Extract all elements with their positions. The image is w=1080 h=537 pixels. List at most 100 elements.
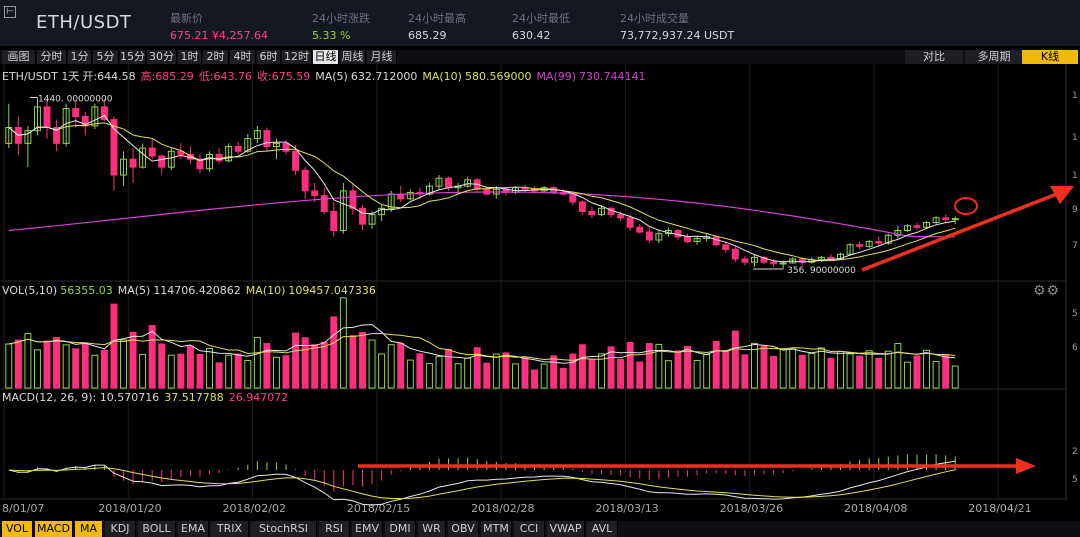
volume-bar <box>789 348 797 389</box>
timeframe-7[interactable]: 2时 <box>203 50 229 64</box>
indicator-tab-boll[interactable]: BOLL <box>138 521 176 537</box>
indicator-tab-stochrsi[interactable]: StochRSI <box>251 521 317 537</box>
indicator-tab-avl[interactable]: AVL <box>587 521 618 537</box>
candle-body <box>320 195 328 212</box>
legend-ma5-label: MA(5) <box>315 70 348 83</box>
macd-legend-dea: 26.947072 <box>228 391 289 404</box>
indicator-tab-kdj[interactable]: KDJ <box>105 521 136 537</box>
indicator-tab-macd[interactable]: MACD <box>35 521 73 537</box>
macd-dif-line <box>8 460 956 506</box>
candle-body <box>722 244 730 250</box>
candle-body <box>856 244 864 247</box>
timeframe-2[interactable]: 1分 <box>68 50 92 64</box>
indicator-tab-trix[interactable]: TRIX <box>211 521 249 537</box>
timeframe-0[interactable]: 画图 <box>2 50 36 64</box>
x-tick-label: 2018/02/02 <box>223 502 286 515</box>
timeframe-9[interactable]: 6时 <box>257 50 281 64</box>
candle-body <box>349 190 357 209</box>
timeframe-12[interactable]: 周线 <box>340 50 366 64</box>
timeframe-5[interactable]: 30分 <box>147 50 177 64</box>
annotation-arrow-up-head <box>1050 186 1074 204</box>
indicator-tab-ema[interactable]: EMA <box>178 521 209 537</box>
chart-canvas[interactable]: 8/01/07 2018/01/20 2018/02/02 2018/02/15 201… <box>0 0 1080 521</box>
annotation-arrow-right-head <box>1016 458 1036 474</box>
indicator-tab-rsi[interactable]: RSI <box>319 521 350 537</box>
volume-bar <box>234 353 242 389</box>
chart-mode-button-2[interactable]: K线 <box>1022 50 1078 64</box>
right-axis-tick: 1 <box>1072 133 1078 143</box>
volume-bar <box>53 337 61 389</box>
volume-bar <box>72 348 80 389</box>
vol-legend-ma10: 109457.047336 <box>288 284 376 297</box>
indicator-tab-ma[interactable]: MA <box>75 521 103 537</box>
settings-gear-icon[interactable]: ⚙⚙ <box>1033 283 1061 299</box>
volume-bar <box>798 354 806 389</box>
high-marker-label: 1440. 00000000 <box>38 94 113 104</box>
chart-mode-button-1[interactable]: 多周期 <box>965 50 1023 64</box>
candle-body <box>100 106 108 121</box>
vol-legend-value: 56355.03 <box>60 284 113 297</box>
timeframe-4[interactable]: 15分 <box>120 50 146 64</box>
candle-body <box>339 190 347 231</box>
volume-bar <box>779 349 787 389</box>
legend-close-label: 收: <box>257 70 272 83</box>
indicator-tab-obv[interactable]: OBV <box>448 521 479 537</box>
candle-body <box>445 177 453 189</box>
indicator-tab-vol[interactable]: VOL <box>2 521 33 537</box>
timeframe-11[interactable]: 日线 <box>313 50 339 64</box>
candle-body <box>923 222 931 228</box>
candle-body <box>636 226 644 233</box>
timeframe-toolbar: 画图 分时 1分 5分 15分 30分 1时 2时 4时 6时 12时 日线 周线 月线 对比 多周期 K线 <box>0 50 1080 64</box>
indicator-tab-cci[interactable]: CCI <box>514 521 545 537</box>
volume-bar <box>225 354 233 389</box>
volume-bar <box>540 363 548 389</box>
timeframe-13[interactable]: 月线 <box>367 50 397 64</box>
candle-body <box>674 229 682 238</box>
candle-body <box>827 256 835 260</box>
volume-bar <box>617 358 625 389</box>
volume-bar <box>750 342 758 389</box>
candle-body <box>741 258 749 263</box>
candle-body <box>120 158 127 176</box>
indicator-tab-mtm[interactable]: MTM <box>481 521 512 537</box>
chart-mode-button-0[interactable]: 对比 <box>905 50 963 64</box>
volume-bar <box>731 330 739 389</box>
indicator-tab-vwap[interactable]: VWAP <box>547 521 585 537</box>
candle-body <box>875 241 883 244</box>
volume-bar <box>110 303 118 389</box>
volume-bar <box>817 347 825 389</box>
volume-bar <box>416 353 424 389</box>
volume-bar <box>492 353 500 389</box>
volume-bar <box>81 343 89 389</box>
vol-legend-ma10-label: MA(10) <box>245 284 286 297</box>
indicator-tabs: VOL MACD MA KDJ BOLL EMA TRIX StochRSI RSI EMV DMI… <box>0 521 1080 537</box>
indicator-tab-emv[interactable]: EMV <box>352 521 383 537</box>
macd-dea-line <box>8 467 956 500</box>
timeframe-10[interactable]: 12时 <box>282 50 312 64</box>
volume-bar <box>770 356 778 389</box>
candle-body <box>272 142 280 148</box>
volume-bar <box>215 362 223 389</box>
candle-body <box>588 210 596 216</box>
volume-bar <box>464 357 472 389</box>
timeframe-3[interactable]: 5分 <box>93 50 119 64</box>
stat-label: 24小时成交量 <box>620 12 689 25</box>
volume-bar <box>951 365 959 389</box>
timeframe-6[interactable]: 1时 <box>178 50 202 64</box>
candle-body <box>569 193 577 203</box>
volume-bar <box>693 360 701 389</box>
candle-body <box>894 229 902 236</box>
indicator-tab-wr[interactable]: WR <box>418 521 446 537</box>
volume-bar <box>454 363 462 389</box>
volume-bar <box>913 355 921 389</box>
macd-legend: MACD(12, 26, 9): 10.570716 37.517788 26.94… <box>2 391 293 404</box>
volume-bar <box>301 337 309 389</box>
indicator-tab-dmi[interactable]: DMI <box>385 521 416 537</box>
timeframe-1[interactable]: 分时 <box>37 50 67 64</box>
timeframe-8[interactable]: 4时 <box>230 50 256 64</box>
annotation-arrow-up <box>861 190 1063 272</box>
volume-bar <box>292 332 300 389</box>
right-axis-tick: 2 <box>1072 447 1078 457</box>
legend-high-label: 高: <box>140 70 156 83</box>
collapse-icon[interactable]: ⊢ <box>4 6 16 18</box>
